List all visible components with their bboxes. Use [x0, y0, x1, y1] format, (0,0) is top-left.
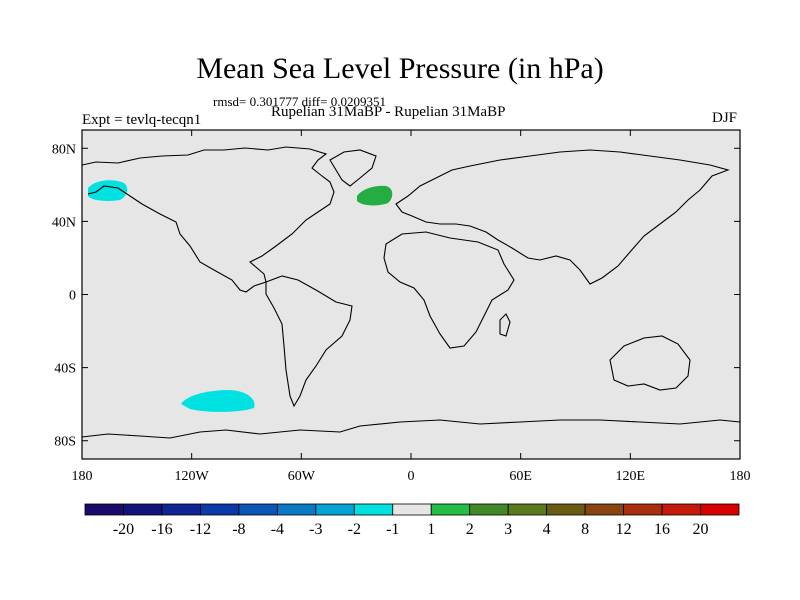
colorbar-label: -3	[309, 521, 322, 538]
colorbar-swatch	[161, 503, 201, 516]
coast-madagascar	[499, 313, 511, 337]
north-atlantic-anomaly	[357, 185, 393, 206]
colorbar-label: 12	[616, 521, 632, 538]
coast-antarctica	[81, 419, 741, 439]
lat-label: 0	[69, 289, 76, 304]
lon-label: 180	[72, 469, 93, 484]
colorbar-label: 1	[427, 521, 435, 538]
lon-label: 180	[730, 469, 751, 484]
coast-australia	[609, 335, 691, 391]
season-label: DJF	[712, 110, 738, 126]
colorbar-label: -8	[232, 521, 245, 538]
colorbar-swatch	[700, 503, 740, 516]
lon-label: 120W	[175, 469, 210, 484]
longitude-axis: 180 120W 60W 0 60E 120E 180	[72, 130, 751, 484]
colorbar-label: 16	[654, 521, 670, 538]
colorbar-label: -1	[386, 521, 399, 538]
colorbar-swatch	[584, 503, 624, 516]
colorbar-label: -4	[271, 521, 284, 538]
colorbar-swatch	[123, 503, 163, 516]
coast-north-america	[81, 146, 335, 293]
lon-label: 0	[408, 469, 415, 484]
experiment-label: Expt = tevlq-tecqn1	[82, 112, 202, 128]
subtitle: Rupelian 31MaBP - Rupelian 31MaBP	[271, 104, 506, 120]
coast-eurasia	[395, 149, 730, 285]
coast-africa	[383, 231, 515, 349]
north-pacific-anomaly	[88, 180, 128, 201]
colorbar-swatch	[353, 503, 394, 516]
colorbar-label: 4	[543, 521, 551, 538]
colorbar-swatch	[276, 503, 317, 516]
colorbar-label: 8	[581, 521, 589, 538]
colorbar-swatch	[84, 503, 124, 516]
lat-label: 40N	[52, 215, 76, 230]
colorbar-swatch	[430, 503, 471, 516]
lat-label: 80S	[54, 435, 76, 450]
colorbar-label: -12	[190, 521, 211, 538]
coastlines	[81, 146, 741, 439]
lon-label: 60W	[288, 469, 316, 484]
colorbar-swatch	[507, 503, 548, 516]
lat-label: 80N	[52, 142, 76, 157]
lon-label: 120E	[616, 469, 646, 484]
colorbar-label: -2	[348, 521, 361, 538]
south-pacific-anomaly	[181, 390, 255, 412]
lon-label: 60E	[509, 469, 532, 484]
colorbar: -20 -16 -12 -8 -4 -3 -2 -1 1 2 3 4 8 12 16 20	[84, 503, 740, 538]
map-title: Mean Sea Level Pressure (in hPa)	[196, 52, 604, 85]
colorbar-swatch	[546, 503, 586, 516]
colorbar-label: -16	[151, 521, 172, 538]
colorbar-label: -20	[113, 521, 134, 538]
colorbar-swatch	[200, 503, 240, 516]
colorbar-swatch	[238, 503, 278, 516]
colorbar-swatch	[469, 503, 509, 516]
latitude-axis: 80N 40N 0 40S 80S	[52, 142, 740, 450]
stats-line: rmsd= 0.301777 diff= 0.0209351	[213, 94, 386, 109]
colorbar-label: 3	[504, 521, 512, 538]
coast-greenland	[329, 149, 377, 187]
colorbar-swatch	[661, 503, 701, 516]
colorbar-swatch	[392, 503, 432, 516]
colorbar-label: 20	[693, 521, 709, 538]
colorbar-label: 2	[466, 521, 474, 538]
colorbar-swatch	[623, 503, 663, 516]
map-background	[82, 130, 740, 459]
coast-south-america	[265, 275, 353, 408]
colorbar-swatch	[315, 503, 355, 516]
lat-label: 40S	[54, 362, 76, 377]
